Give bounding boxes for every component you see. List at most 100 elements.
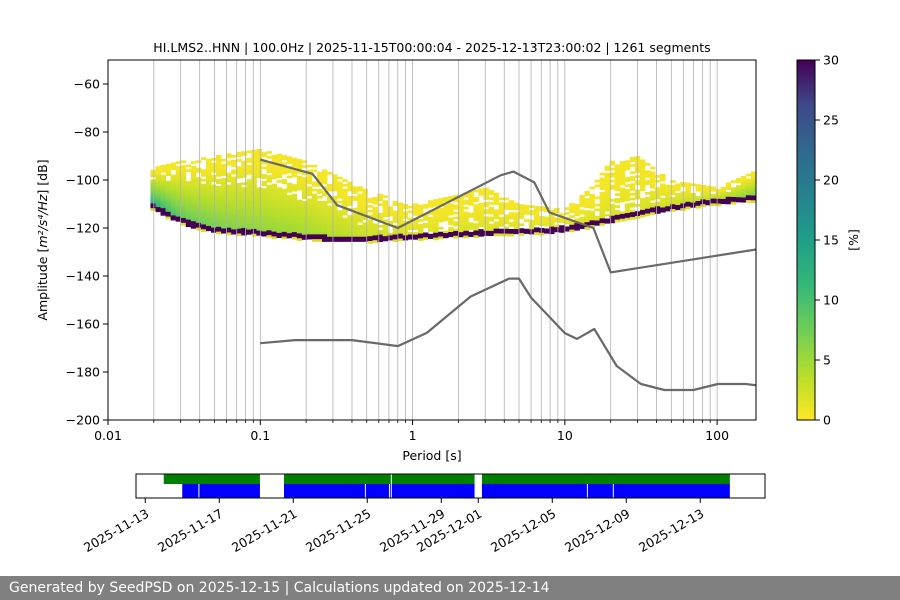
psd-cell (387, 232, 394, 236)
psd-cell (730, 192, 737, 195)
psd-cell (377, 212, 383, 216)
psd-cell (629, 214, 636, 218)
psd-cell (438, 200, 444, 204)
psd-cell (286, 156, 293, 160)
psd-cell (175, 187, 182, 191)
psd-cell (453, 233, 459, 237)
psd-cell (236, 151, 242, 155)
psd-cell (316, 205, 323, 209)
psd-cell (205, 175, 212, 179)
psd-cell (629, 209, 636, 213)
psd-cell (544, 230, 550, 234)
psd-cell (301, 229, 308, 233)
psd-cell (342, 195, 348, 199)
psd-cell (725, 194, 732, 198)
psd-cell (513, 214, 520, 218)
psd-cell (488, 218, 494, 222)
psd-cell (337, 212, 343, 216)
psd-cell (251, 176, 257, 179)
psd-cell (372, 233, 378, 236)
psd-cell (175, 178, 182, 181)
psd-cell (417, 209, 424, 213)
psd-cell (549, 209, 555, 213)
psd-cell (549, 231, 555, 235)
psd-cell (216, 164, 222, 168)
timeline-date-label: 2025-11-13 (81, 506, 151, 555)
psd-cell (322, 200, 328, 204)
psd-cell (458, 229, 464, 233)
psd-cell (488, 211, 494, 215)
psd-cell (357, 239, 363, 242)
psd-cell (301, 165, 308, 168)
psd-cell (347, 181, 353, 185)
psd-cell (730, 180, 737, 183)
psd-cell (221, 185, 227, 188)
psd-cell (211, 158, 217, 161)
psd-cell (362, 203, 368, 206)
psd-cell (221, 199, 227, 203)
psd-figure: HI.LMS2..HNN | 100.0Hz | 2025-11-15T00:0… (35, 40, 861, 555)
psd-cell (266, 201, 272, 205)
psd-cell (574, 218, 580, 222)
psd-cell (528, 229, 535, 232)
psd-cell (352, 234, 358, 238)
psd-cell (382, 233, 389, 237)
psd-cell (650, 173, 656, 177)
psd-cell (306, 229, 313, 233)
psd-cell (256, 160, 262, 164)
psd-cell (332, 231, 338, 235)
psd-cell (372, 206, 378, 210)
psd-cell (483, 230, 489, 234)
psd-cell (700, 192, 706, 195)
psd-cell (180, 172, 187, 176)
psd-cell (412, 220, 419, 223)
psd-cell (382, 231, 389, 235)
psd-cell (175, 166, 182, 169)
psd-cell (367, 214, 373, 218)
psd-cell (170, 217, 177, 221)
psd-cell (367, 238, 373, 242)
colorbar-label: [%] (846, 229, 861, 251)
psd-cell (195, 186, 202, 190)
psd-cell (286, 182, 293, 186)
psd-cell (579, 204, 585, 208)
psd-cell (286, 201, 293, 205)
psd-cell (231, 176, 237, 180)
psd-cell (347, 200, 353, 204)
psd-cell (226, 184, 232, 188)
psd-cell (619, 168, 626, 172)
psd-cell (377, 229, 383, 233)
psd-cell (347, 234, 353, 238)
psd-cell (266, 189, 272, 193)
psd-cell (337, 195, 343, 199)
psd-cell (195, 218, 202, 221)
psd-cell (175, 206, 182, 210)
psd-cell (266, 177, 272, 181)
psd-cell (200, 224, 207, 228)
psd-cell (332, 188, 338, 192)
psd-cell (332, 174, 338, 178)
psd-cell (316, 229, 323, 233)
psd-cell (261, 224, 267, 227)
y-axis-label: Amplitude [m²/s⁴/Hz] [dB] (35, 159, 50, 320)
psd-cell (205, 173, 212, 176)
psd-cell (412, 210, 419, 214)
psd-cell (655, 175, 661, 178)
psd-cell (190, 187, 197, 191)
psd-cell (594, 218, 600, 221)
psd-cell (352, 191, 358, 194)
psd-cell (251, 173, 257, 177)
psd-cell (407, 227, 414, 230)
psd-cell (190, 206, 197, 210)
psd-cell (266, 225, 272, 229)
psd-cell (190, 211, 197, 215)
psd-cell (296, 214, 303, 217)
psd-cell (639, 207, 646, 211)
psd-cell (473, 216, 479, 219)
psd-cell (624, 177, 631, 180)
psd-cell (200, 186, 207, 189)
psd-cell (170, 208, 177, 211)
psd-cell (614, 176, 621, 180)
psd-cell (211, 206, 217, 209)
psd-cell (750, 178, 756, 182)
